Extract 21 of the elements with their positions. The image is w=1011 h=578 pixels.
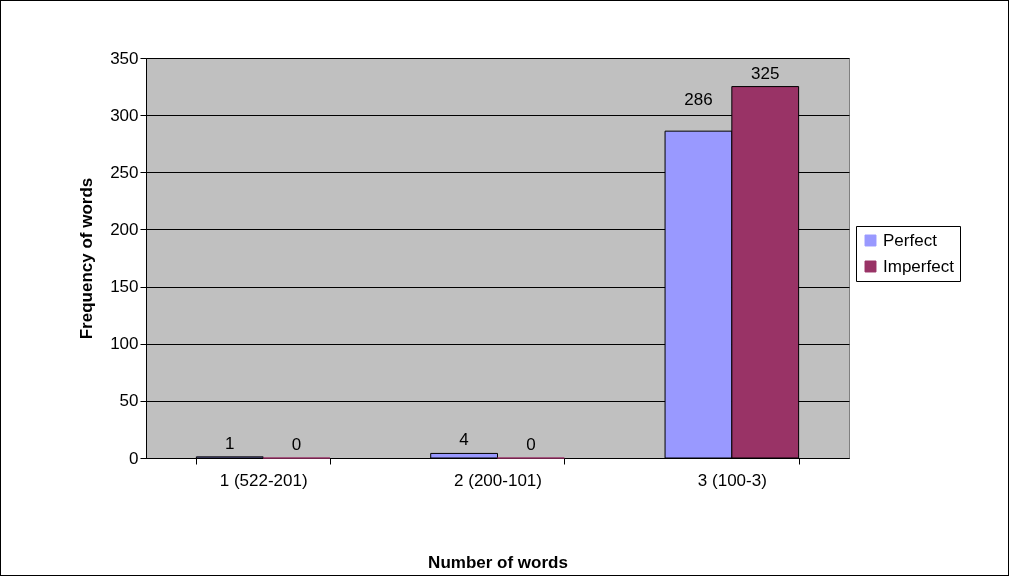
- y-tick-label: 0: [129, 448, 139, 468]
- data-label: 0: [526, 435, 536, 454]
- data-label: 286: [684, 90, 713, 110]
- y-axis-title: Frequency of words: [77, 177, 97, 340]
- legend-label: Perfect: [883, 230, 938, 250]
- data-label: 1: [225, 433, 235, 453]
- y-tick-label: 200: [110, 219, 139, 239]
- y-tick-label: 350: [110, 48, 139, 68]
- data-label: 4: [459, 430, 469, 450]
- y-tick-label: 50: [119, 391, 139, 411]
- y-tick-label: 300: [110, 105, 139, 125]
- x-tick-label: 3 (100-3): [697, 470, 767, 490]
- y-tick-label: 100: [110, 334, 139, 354]
- y-tick-label: 150: [110, 277, 139, 297]
- x-tick-label: 2 (200-101): [454, 470, 542, 490]
- data-label: 0: [291, 435, 302, 454]
- x-axis-title: Number of words: [428, 552, 568, 572]
- x-tick-label: 1 (522-201): [219, 470, 308, 490]
- y-tick-label: 250: [110, 162, 139, 182]
- legend-label: Imperfect: [883, 256, 955, 276]
- data-label: 325: [751, 63, 780, 83]
